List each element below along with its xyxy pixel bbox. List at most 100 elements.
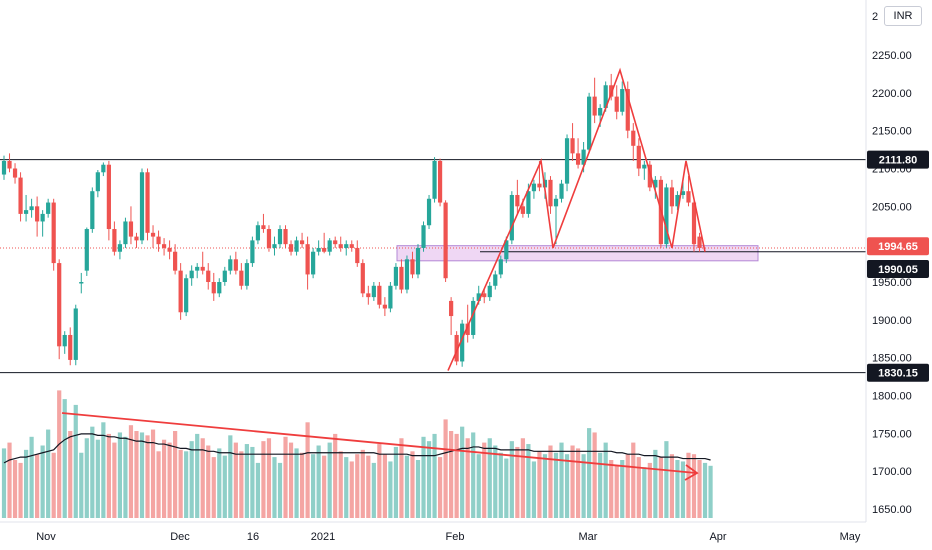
volume-bar bbox=[531, 461, 537, 518]
volume-bar bbox=[443, 419, 448, 518]
volume-moving-average-line bbox=[3, 433, 711, 464]
support-zone bbox=[396, 245, 759, 262]
volume-bar bbox=[460, 426, 465, 518]
candle bbox=[620, 81, 625, 116]
time-tick-label: May bbox=[840, 531, 861, 543]
volume-bar bbox=[277, 462, 283, 518]
price-tags: 2111.80 1994.65 1990.05 1830.15 bbox=[867, 150, 929, 382]
volume-bar bbox=[250, 446, 255, 518]
candle bbox=[173, 244, 178, 275]
candle bbox=[35, 196, 40, 237]
volume-bar bbox=[255, 462, 261, 518]
volume-bar bbox=[598, 452, 603, 518]
price-tick-label: 2150.00 bbox=[872, 126, 912, 138]
volume-bar bbox=[366, 455, 371, 518]
volume-bar bbox=[7, 442, 12, 518]
volume-bar bbox=[294, 448, 299, 518]
candle bbox=[145, 168, 150, 241]
volume-bar bbox=[311, 454, 316, 518]
volume-bar bbox=[476, 454, 481, 518]
candle bbox=[112, 221, 117, 256]
candle bbox=[51, 198, 56, 271]
volume-trend-arrow[interactable] bbox=[61, 412, 697, 474]
volume-bar bbox=[465, 438, 470, 518]
candle bbox=[7, 153, 12, 173]
candle bbox=[311, 247, 316, 279]
candle bbox=[338, 236, 343, 252]
volume-bar bbox=[432, 433, 437, 518]
candle bbox=[200, 251, 205, 275]
currency-button[interactable]: INR bbox=[884, 6, 922, 26]
candle bbox=[150, 225, 156, 248]
volume-bar bbox=[658, 457, 663, 518]
candle bbox=[90, 187, 95, 233]
volume-bar bbox=[222, 455, 227, 518]
volume-bar bbox=[299, 452, 305, 518]
volume-bar bbox=[338, 451, 343, 518]
volume-bar bbox=[515, 446, 520, 518]
volume-bar bbox=[493, 445, 498, 518]
volume-bar bbox=[200, 438, 205, 518]
volume-bar bbox=[382, 454, 387, 518]
volume-bar bbox=[145, 435, 150, 518]
volume-bar bbox=[206, 445, 211, 518]
candle bbox=[371, 282, 376, 301]
volume-bar bbox=[653, 449, 658, 518]
volume-bar bbox=[233, 442, 238, 518]
volume-bar bbox=[691, 454, 697, 518]
volume-bar bbox=[542, 454, 548, 518]
time-axis[interactable]: Nov Dec 16 2021 Feb Mar Apr May bbox=[36, 531, 861, 543]
volume-bar bbox=[553, 452, 559, 518]
volume-bar bbox=[509, 441, 514, 518]
price-tick-label: 1950.00 bbox=[872, 277, 912, 289]
price-tag: 1990.05 bbox=[867, 260, 929, 278]
candle bbox=[156, 230, 161, 252]
pattern-trendline[interactable] bbox=[447, 67, 706, 371]
candle bbox=[471, 297, 476, 339]
volume-bar bbox=[239, 451, 244, 518]
candle bbox=[62, 331, 67, 354]
volume-bar bbox=[272, 457, 277, 518]
volume-bar bbox=[1, 448, 7, 518]
volume-bar bbox=[283, 436, 288, 518]
candle bbox=[559, 179, 564, 203]
candle bbox=[636, 138, 641, 177]
time-tick-label: Mar bbox=[579, 531, 598, 543]
volume-bar bbox=[73, 404, 78, 518]
candle bbox=[355, 240, 360, 267]
volume-bar bbox=[134, 431, 139, 518]
candle bbox=[349, 240, 354, 252]
candle bbox=[360, 259, 365, 298]
candle bbox=[244, 259, 249, 290]
candle bbox=[449, 297, 454, 335]
candle bbox=[184, 274, 189, 317]
candle bbox=[305, 236, 310, 290]
volume-bar bbox=[288, 442, 294, 518]
volume-bar bbox=[217, 448, 222, 518]
candle bbox=[587, 92, 592, 154]
candle bbox=[206, 263, 211, 290]
candle bbox=[482, 289, 487, 304]
candle bbox=[691, 198, 697, 252]
candle bbox=[564, 134, 570, 192]
volume-bar bbox=[95, 439, 100, 518]
candle bbox=[399, 259, 404, 294]
candle bbox=[57, 259, 62, 360]
candle bbox=[460, 319, 465, 367]
price-tick-label: 1850.00 bbox=[872, 353, 912, 365]
candle bbox=[664, 183, 669, 248]
candle bbox=[261, 213, 266, 233]
volume-bar bbox=[587, 428, 592, 518]
candle bbox=[266, 225, 272, 252]
candle bbox=[377, 282, 382, 309]
volume-bar bbox=[79, 452, 84, 518]
volume-bar bbox=[322, 455, 327, 518]
candle bbox=[344, 240, 349, 256]
candle bbox=[454, 331, 459, 366]
candle bbox=[255, 221, 261, 245]
candle bbox=[233, 251, 238, 275]
price-tag: 1830.15 bbox=[867, 363, 929, 382]
candle bbox=[84, 227, 89, 276]
candle bbox=[327, 238, 332, 256]
